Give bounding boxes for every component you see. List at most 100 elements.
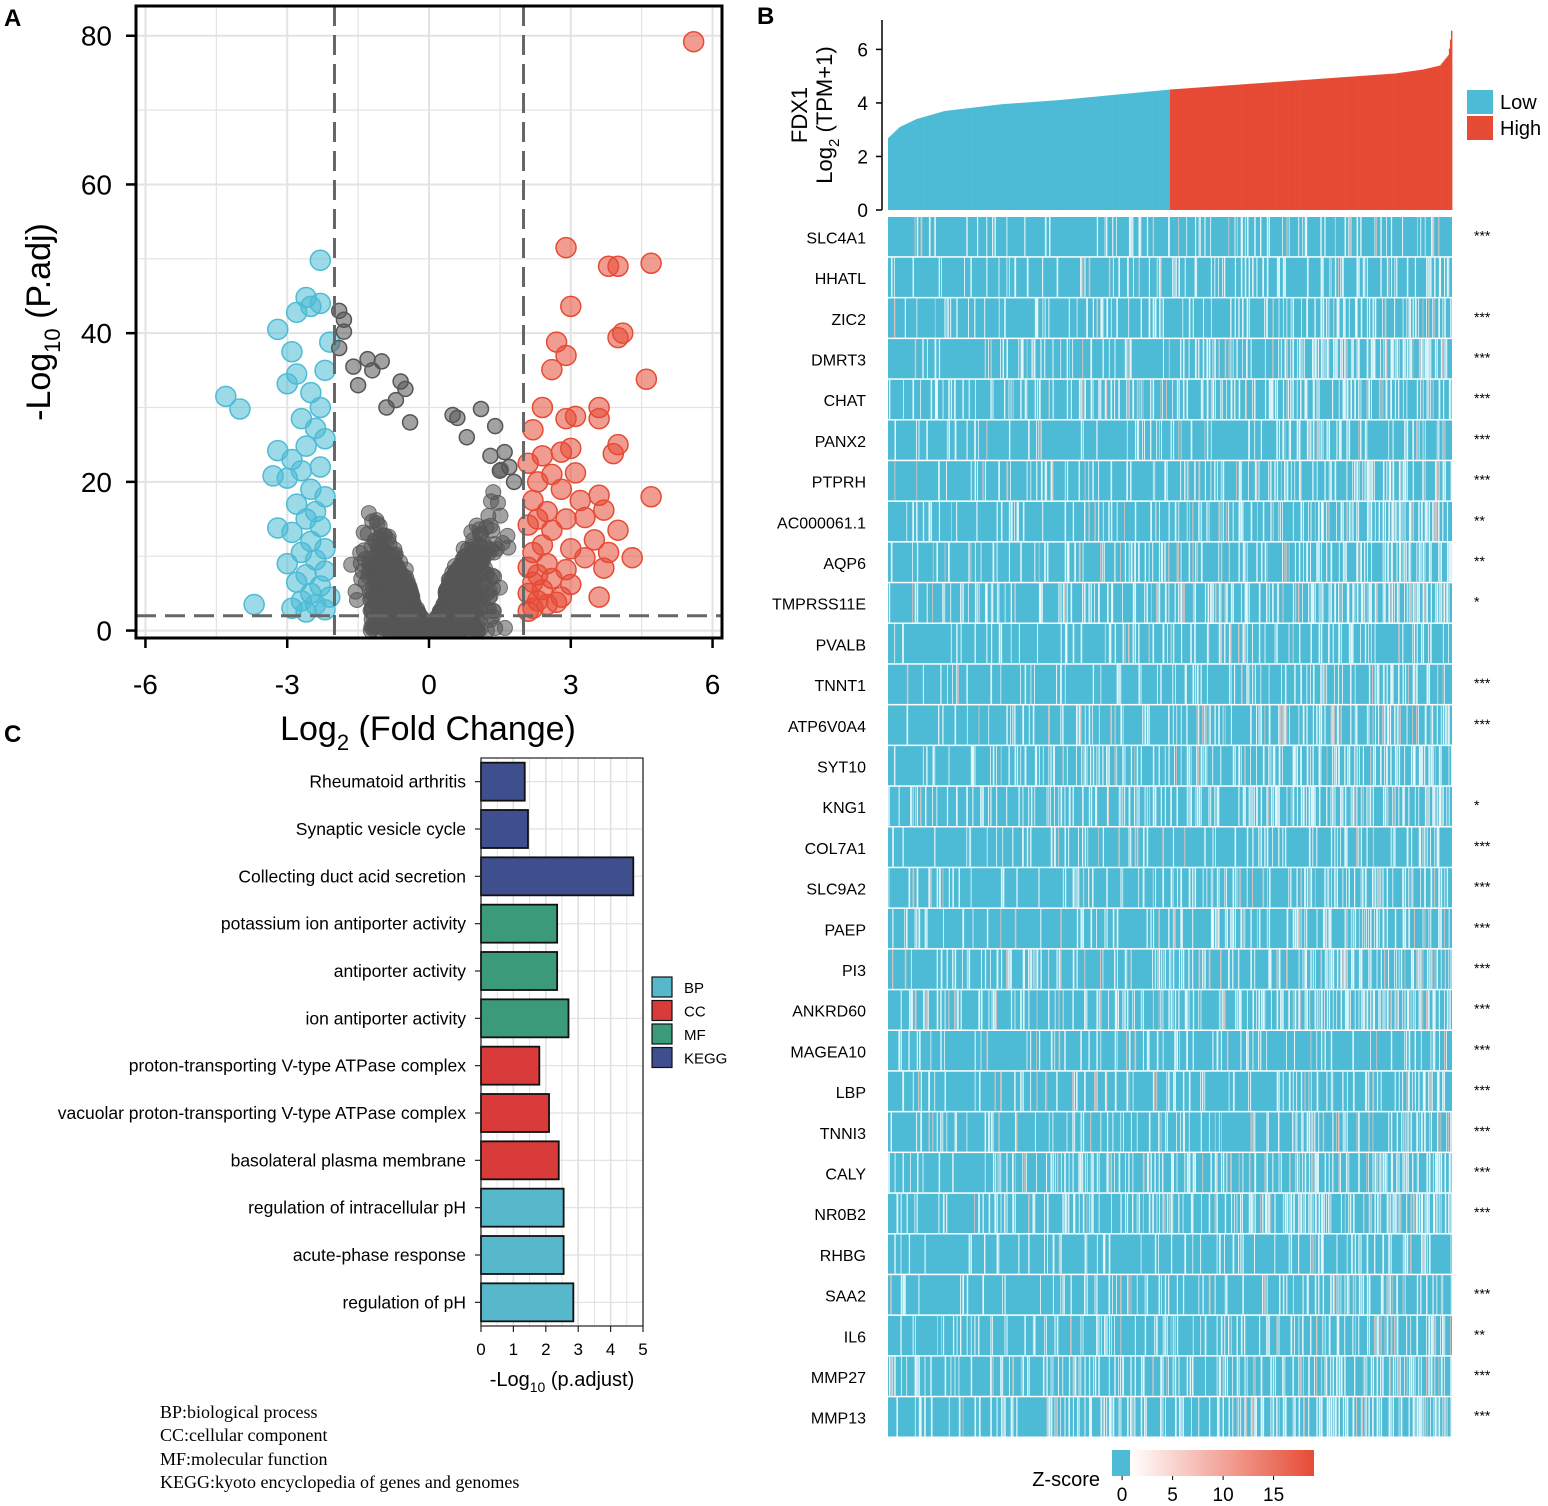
heatmap-cell-light — [1412, 298, 1414, 338]
heatmap-cell-light — [1398, 705, 1400, 745]
heatmap-cell-light — [1212, 379, 1215, 419]
heatmap-cell-light — [1040, 583, 1042, 623]
heatmap-cell-light — [934, 746, 936, 786]
heatmap-cell-light — [990, 379, 992, 419]
heatmap-cell-light — [1306, 664, 1308, 704]
heatmap-cell-light — [1326, 746, 1328, 786]
heatmap-cell-light — [1284, 420, 1286, 460]
legend-swatch-low — [1467, 90, 1493, 114]
heatmap-cell-light — [1278, 420, 1281, 460]
heatmap-cell-light — [1320, 583, 1322, 623]
heatmap-cell-light — [1318, 624, 1321, 664]
heatmap-cell-light — [1164, 786, 1167, 826]
heatmap-cell-light — [1268, 705, 1271, 745]
heatmap-cell-light — [1156, 257, 1158, 297]
heatmap-cell-light — [1138, 664, 1140, 704]
heatmap-cell-light — [948, 746, 950, 786]
heatmap-cell-light — [1000, 501, 1003, 542]
heatmap-cell-light — [894, 624, 896, 664]
heatmap-cell-light — [1268, 746, 1270, 786]
heatmap-cell-light — [1332, 746, 1334, 786]
heatmap-cell-light — [1248, 420, 1250, 460]
heatmap-cell-light — [1392, 542, 1393, 582]
heatmap-cell-light — [1072, 501, 1075, 542]
heatmap-cell-light — [1326, 664, 1328, 704]
heatmap-cell-light — [1180, 705, 1182, 745]
heatmap-cell-light — [1370, 786, 1372, 826]
heatmap-cell-light — [1234, 257, 1237, 297]
heatmap-cell-light — [1314, 298, 1316, 338]
heatmap-cell-light — [970, 542, 972, 582]
heatmap-cell-light — [1242, 339, 1244, 379]
heatmap-cell-light — [1078, 542, 1081, 582]
heatmap-cell-light — [1108, 624, 1110, 664]
volcano-point-down — [276, 467, 298, 489]
heatmap-cell-light — [1044, 461, 1047, 501]
heatmap-cell-light — [1410, 298, 1411, 338]
heatmap-cell-light — [1392, 664, 1394, 704]
heatmap-cell-light — [990, 624, 993, 664]
heatmap-cell-light — [1280, 339, 1282, 379]
heatmap-cell-light — [1008, 746, 1010, 786]
heatmap-cell-light — [1034, 786, 1036, 826]
heatmap-cell-light — [1226, 583, 1228, 623]
heatmap-cell-light — [1120, 705, 1122, 745]
heatmap-cell-light — [1070, 583, 1073, 623]
heatmap-cell-light — [1368, 583, 1371, 623]
heatmap-cell-light — [1014, 583, 1016, 623]
heatmap-cell-light — [1374, 217, 1376, 257]
volcano-points — [215, 30, 705, 639]
heatmap-cell-light — [974, 420, 976, 460]
heatmap-cell-light — [1342, 257, 1344, 297]
heatmap-cell-light — [1046, 786, 1048, 826]
heatmap-cell-light — [1316, 461, 1318, 501]
heatmap-cell-light — [1144, 583, 1146, 623]
heatmap-cell-light — [1056, 664, 1058, 704]
heatmap-cell-light — [1440, 257, 1441, 297]
heatmap-cell-light — [1248, 664, 1250, 704]
heatmap-cell-light — [1210, 461, 1212, 501]
heatmap-cell-light — [1178, 217, 1180, 257]
heatmap-cell-light — [1366, 501, 1369, 542]
heatmap-cell-light — [1378, 379, 1381, 419]
heatmap-cell-light — [1106, 746, 1108, 786]
heatmap-cell-light — [1270, 501, 1272, 542]
heatmap-cell-light — [1228, 217, 1230, 257]
heatmap-cell-light — [1290, 420, 1292, 460]
heatmap-cell-light — [1386, 786, 1389, 826]
heatmap-cell-light — [1410, 542, 1412, 582]
heatmap-cell-light — [1012, 827, 1014, 867]
heatmap-cell-light — [1000, 746, 1002, 786]
heatmap-cell-light — [1214, 705, 1216, 745]
heatmap-cell-light — [1318, 339, 1319, 379]
heatmap-cell-light — [1114, 624, 1117, 664]
heatmap-cell-light — [1188, 501, 1190, 542]
heatmap-cell-light — [1358, 746, 1360, 786]
heatmap-cell-light — [1280, 501, 1281, 542]
heatmap-cell-light — [894, 298, 896, 338]
heatmap-row-base — [888, 664, 1452, 704]
heatmap-cell-light — [912, 501, 914, 542]
heatmap-cell-light — [1256, 501, 1258, 542]
volcano-point-up — [640, 485, 662, 508]
heatmap-cell-light — [1392, 583, 1394, 623]
heatmap-row — [888, 583, 1452, 623]
heatmap-cell-light — [1200, 501, 1202, 542]
heatmap-cell-light — [1394, 379, 1397, 419]
heatmap-cell-light — [1140, 217, 1142, 257]
heatmap-cell-light — [1288, 217, 1290, 257]
heatmap-cell-light — [1106, 379, 1108, 419]
heatmap-cell-light — [1244, 257, 1247, 297]
heatmap-cell-light — [1076, 298, 1078, 338]
heatmap-cell-light — [1368, 664, 1371, 704]
heatmap-cell-light — [1350, 339, 1352, 379]
heatmap-cell-light — [1282, 420, 1285, 460]
heatmap-cell-light — [1206, 624, 1209, 664]
heatmap-cell-light — [1364, 542, 1366, 582]
heatmap-cell-light — [1180, 339, 1182, 379]
heatmap-cell-light — [1426, 298, 1427, 338]
expression-y-tick-label: 2 — [857, 147, 868, 168]
heatmap-cell-light — [1438, 420, 1440, 460]
heatmap-cell-light — [1126, 257, 1129, 297]
heatmap-cell-light — [1316, 379, 1318, 419]
